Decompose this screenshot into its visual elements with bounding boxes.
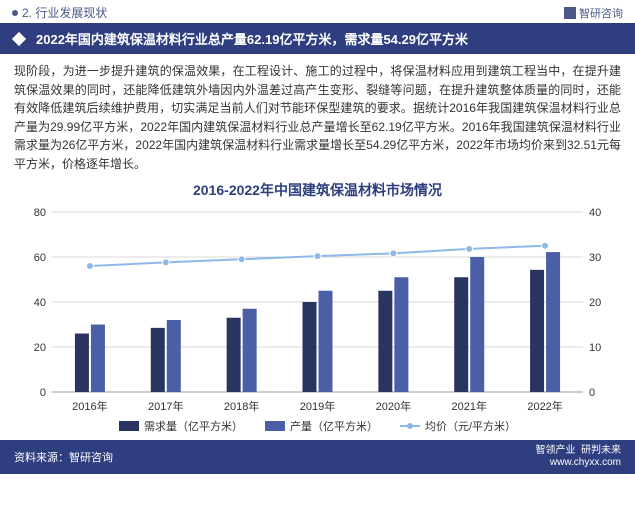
svg-text:30: 30 xyxy=(589,252,601,264)
legend-demand-label: 需求量（亿平方米） xyxy=(144,418,243,434)
legend-price: 均价（元/平方米） xyxy=(400,418,516,434)
svg-text:10: 10 xyxy=(589,342,601,354)
footer-right: 智领产业 研判未来 www.chyxx.com xyxy=(535,445,621,469)
svg-text:40: 40 xyxy=(589,207,601,219)
footer-url: www.chyxx.com xyxy=(535,457,621,469)
brand-logo: 智研咨询 xyxy=(564,5,623,21)
footer-tag2: 研判未来 xyxy=(581,445,621,456)
legend-price-label: 均价（元/平方米） xyxy=(425,418,516,434)
svg-text:60: 60 xyxy=(34,252,46,264)
chart-svg: 0 20 40 60 80 0 10 20 30 40 2016年 2017年 2018年 2019年 20… xyxy=(14,204,621,416)
legend: 需求量（亿平方米） 产量（亿平方米） 均价（元/平方米） xyxy=(0,418,635,434)
footer: 资料来源：智研咨询 智领产业 研判未来 www.chyxx.com xyxy=(0,440,635,474)
svg-text:2018年: 2018年 xyxy=(224,399,259,413)
svg-text:2020年: 2020年 xyxy=(376,399,411,413)
title-text: 2022年国内建筑保温材料行业总产量62.19亿平方米，需求量54.29亿平方米 xyxy=(36,29,468,48)
legend-demand: 需求量（亿平方米） xyxy=(119,418,243,434)
footer-tag1: 智领产业 xyxy=(535,445,575,456)
chart: 0 20 40 60 80 0 10 20 30 40 2016年 2017年 2018年 2019年 20… xyxy=(14,204,621,416)
body-paragraph: 现阶段，为进一步提升建筑的保温效果，在工程设计、施工的过程中，将保温材料应用到建… xyxy=(0,54,635,178)
svg-text:2022年: 2022年 xyxy=(527,399,562,413)
brand-text: 智研咨询 xyxy=(579,5,623,21)
section-header: 2. 行业发展现状 智研咨询 xyxy=(0,0,635,23)
svg-text:20: 20 xyxy=(589,297,601,309)
bullet-icon xyxy=(12,10,18,16)
legend-output-label: 产量（亿平方米） xyxy=(290,418,378,434)
svg-text:40: 40 xyxy=(34,297,46,309)
svg-text:2016年: 2016年 xyxy=(72,399,107,413)
brand-icon xyxy=(564,7,576,19)
swatch-price xyxy=(400,425,420,427)
svg-text:20: 20 xyxy=(34,342,46,354)
svg-text:0: 0 xyxy=(589,387,595,399)
svg-text:0: 0 xyxy=(40,387,46,399)
footer-source: 资料来源：智研咨询 xyxy=(14,449,113,465)
legend-output: 产量（亿平方米） xyxy=(265,418,378,434)
chart-title: 2016-2022年中国建筑保温材料市场情况 xyxy=(0,180,635,200)
svg-text:2017年: 2017年 xyxy=(148,399,183,413)
section-label: 2. 行业发展现状 xyxy=(22,4,107,21)
swatch-demand xyxy=(119,421,139,431)
svg-text:80: 80 xyxy=(34,207,46,219)
diamond-icon xyxy=(12,31,26,45)
svg-text:2021年: 2021年 xyxy=(451,399,486,413)
svg-text:2019年: 2019年 xyxy=(300,399,335,413)
swatch-output xyxy=(265,421,285,431)
title-bar: 2022年国内建筑保温材料行业总产量62.19亿平方米，需求量54.29亿平方米 xyxy=(0,23,635,54)
